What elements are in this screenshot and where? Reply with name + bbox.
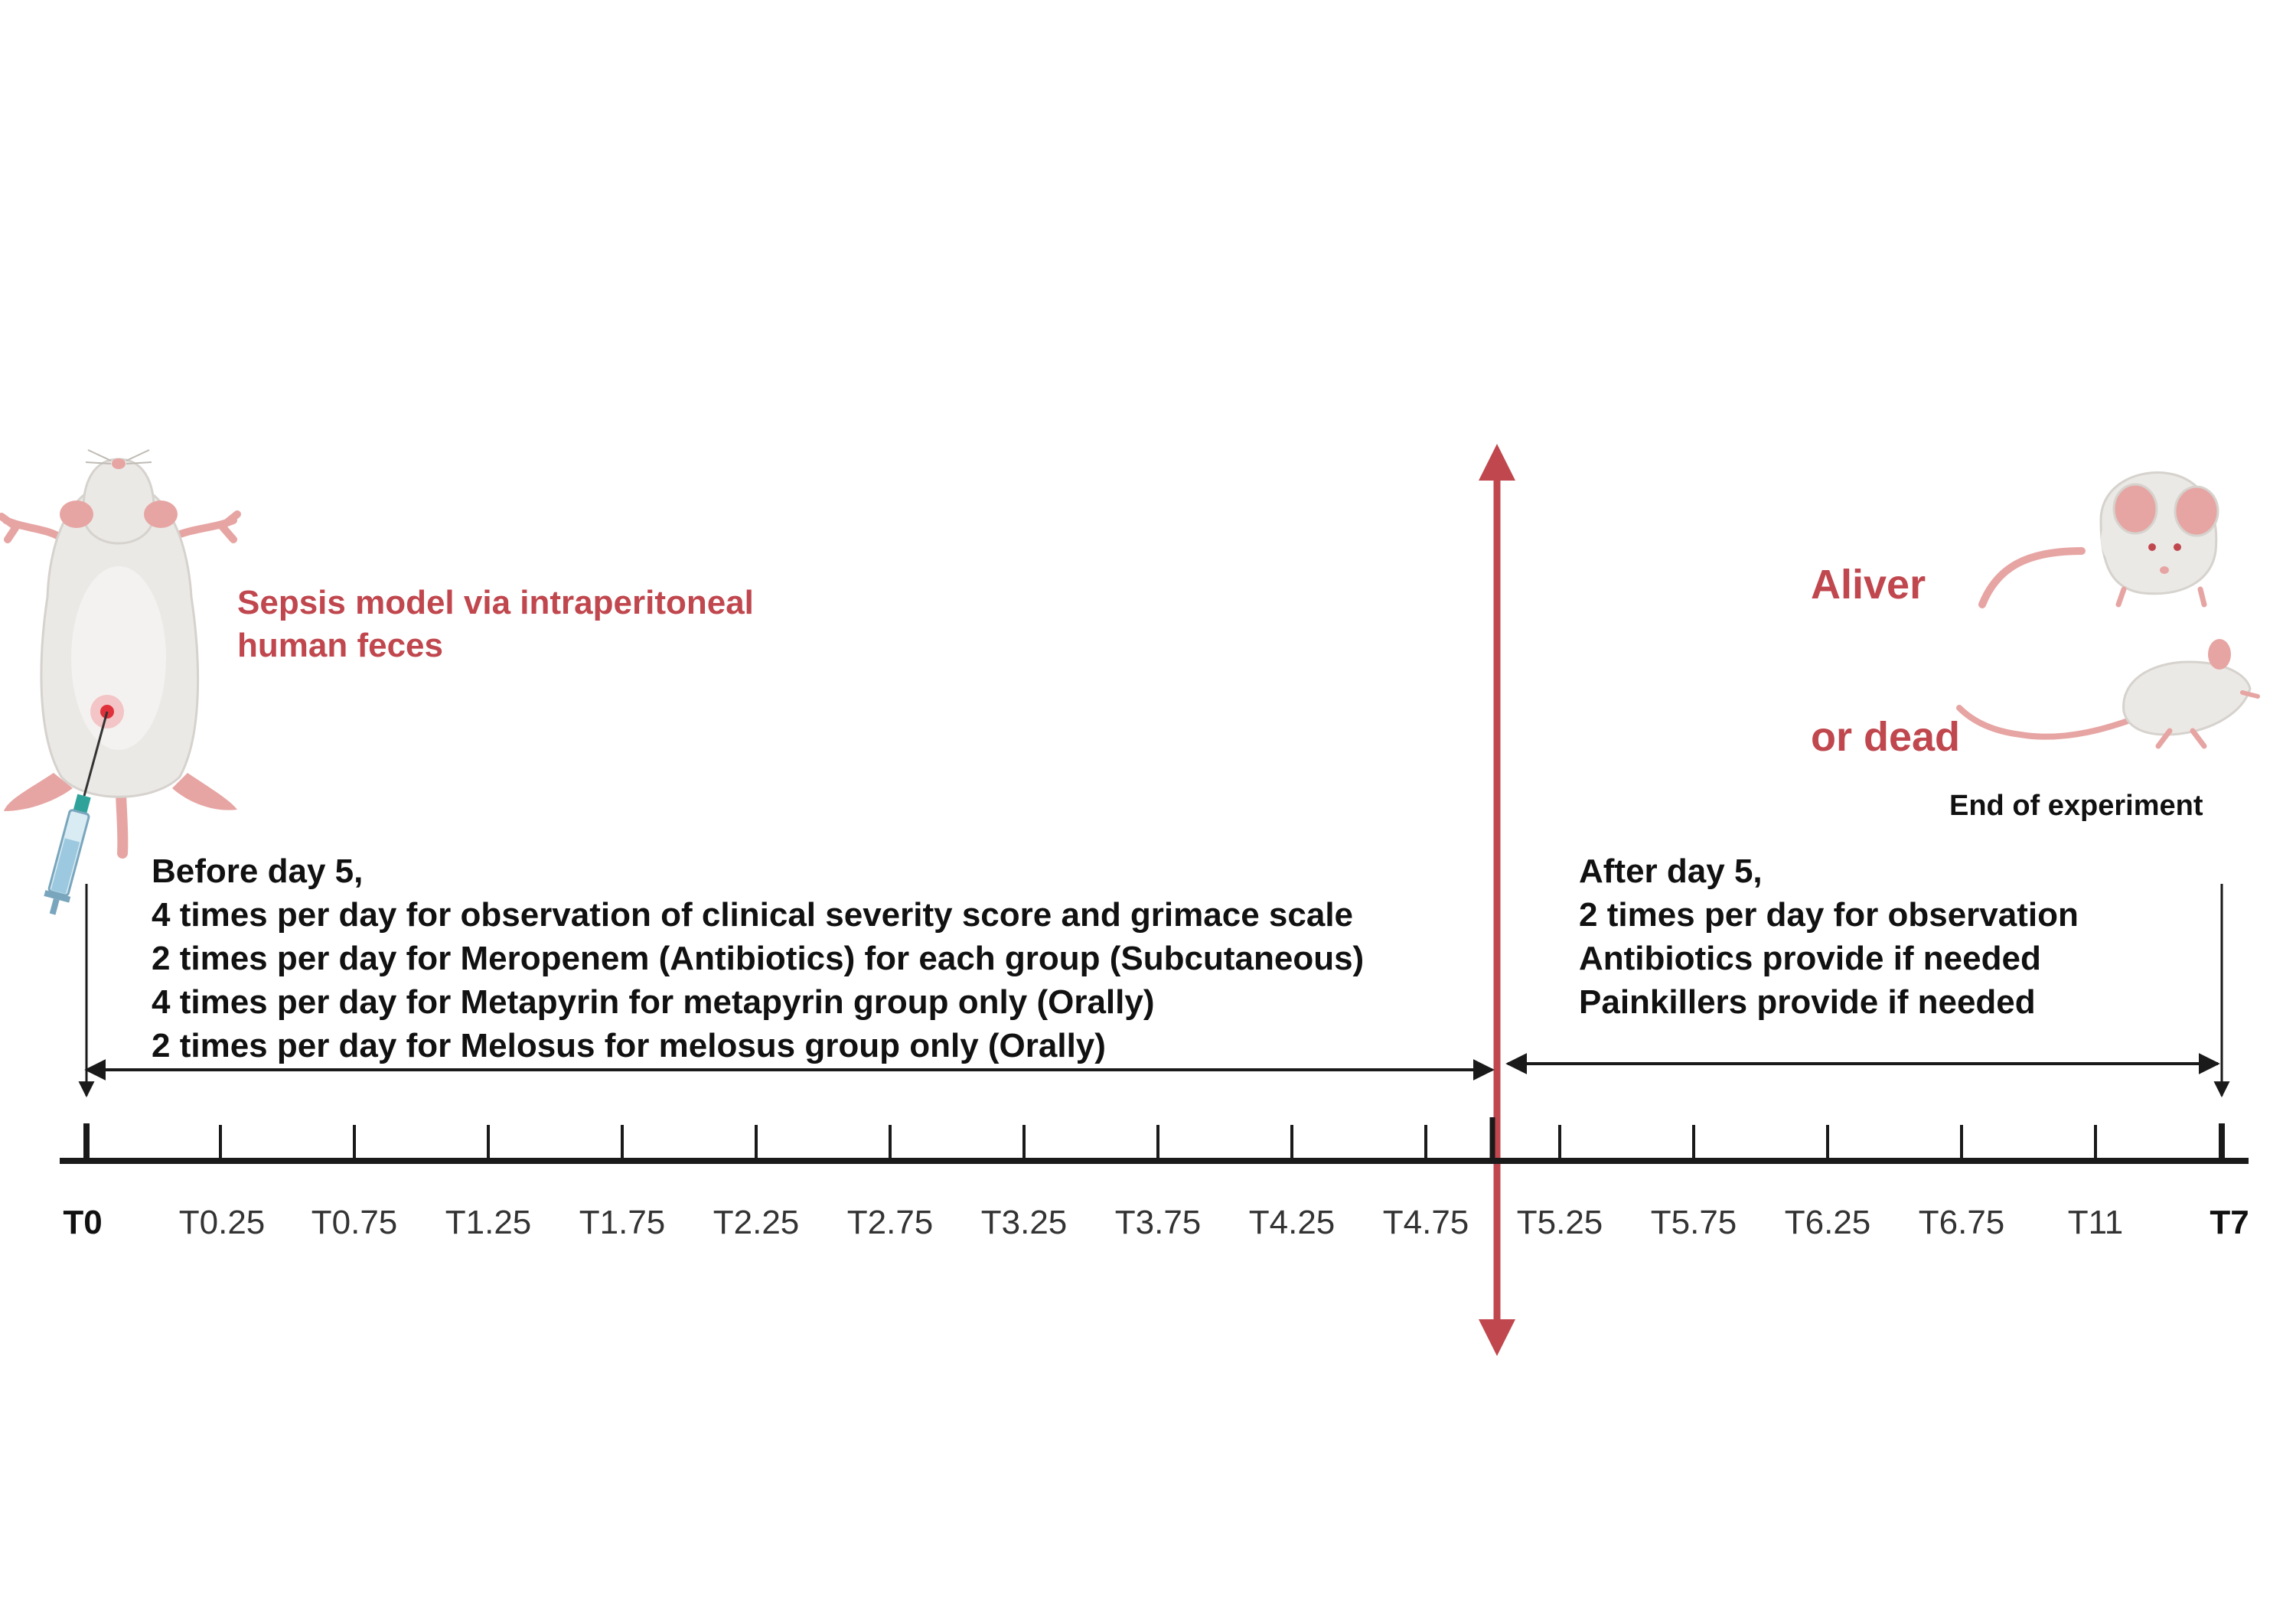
mouse-supine-icon xyxy=(0,449,241,859)
after-phase-title: After day 5, xyxy=(1579,852,1763,890)
timeline-tick-label: T0 xyxy=(63,1204,103,1241)
syringe-icon xyxy=(44,711,109,915)
before-phase-line: 4 times per day for Metapyrin for metapy… xyxy=(152,983,1155,1021)
timeline-tick-label: T0.75 xyxy=(311,1204,398,1241)
timeline-tick-label: T4.25 xyxy=(1248,1204,1336,1241)
injection-note-line1: Sepsis model via intraperitoneal xyxy=(237,584,754,621)
before-phase-line: 2 times per day for Meropenem (Antibioti… xyxy=(152,940,1365,977)
divider-double-arrow-icon xyxy=(1479,444,1515,1356)
timeline-tick-label: T5.75 xyxy=(1650,1204,1737,1241)
timeline-tick-label: T2.25 xyxy=(713,1204,800,1241)
mouse-lying-icon xyxy=(1956,639,2260,749)
before-phase-line: 2 times per day for Melosus for melosus … xyxy=(152,1027,1106,1064)
timeline-tick-marks xyxy=(83,1117,2225,1161)
timeline-tick-label: T2.75 xyxy=(846,1204,934,1241)
timeline-tick-label: T4.75 xyxy=(1382,1204,1469,1241)
injection-note: Sepsis model via intraperitoneal human f… xyxy=(237,582,754,667)
timeline-tick-label: T3.25 xyxy=(980,1204,1068,1241)
timeline-tick-label: T3.75 xyxy=(1114,1204,1202,1241)
timeline-tick-label: T6.25 xyxy=(1784,1204,1871,1241)
after-phase-line: 2 times per day for observation xyxy=(1579,896,2079,934)
injection-note-line2: human feces xyxy=(237,627,443,664)
after-phase-line: Antibiotics provide if needed xyxy=(1579,940,2041,977)
timeline-tick-label: T7 xyxy=(2210,1204,2249,1241)
timeline-tick-label: T5.25 xyxy=(1516,1204,1603,1241)
before-phase-line: 4 times per day for observation of clini… xyxy=(152,896,1354,934)
mouse-standing-icon xyxy=(1978,471,2219,608)
after-phase-line: Painkillers provide if needed xyxy=(1579,983,2036,1021)
end-of-experiment-label: End of experiment xyxy=(1949,790,2203,822)
timeline-tick-label: T6.75 xyxy=(1918,1204,2005,1241)
after-phase-text: After day 5, 2 times per day for observa… xyxy=(1579,849,2079,1024)
before-phase-title: Before day 5, xyxy=(152,852,364,890)
dead-label: or dead xyxy=(1811,714,1961,760)
timeline-tick-label: T0.25 xyxy=(178,1204,266,1241)
timeline-tick-label: T1.25 xyxy=(445,1204,532,1241)
before-phase-text: Before day 5, 4 times per day for observ… xyxy=(152,849,1364,1068)
timeline-tick-label: T11 xyxy=(2067,1204,2124,1241)
timeline-tick-label: T1.75 xyxy=(579,1204,666,1241)
alive-label: Aliver xyxy=(1811,562,1926,608)
